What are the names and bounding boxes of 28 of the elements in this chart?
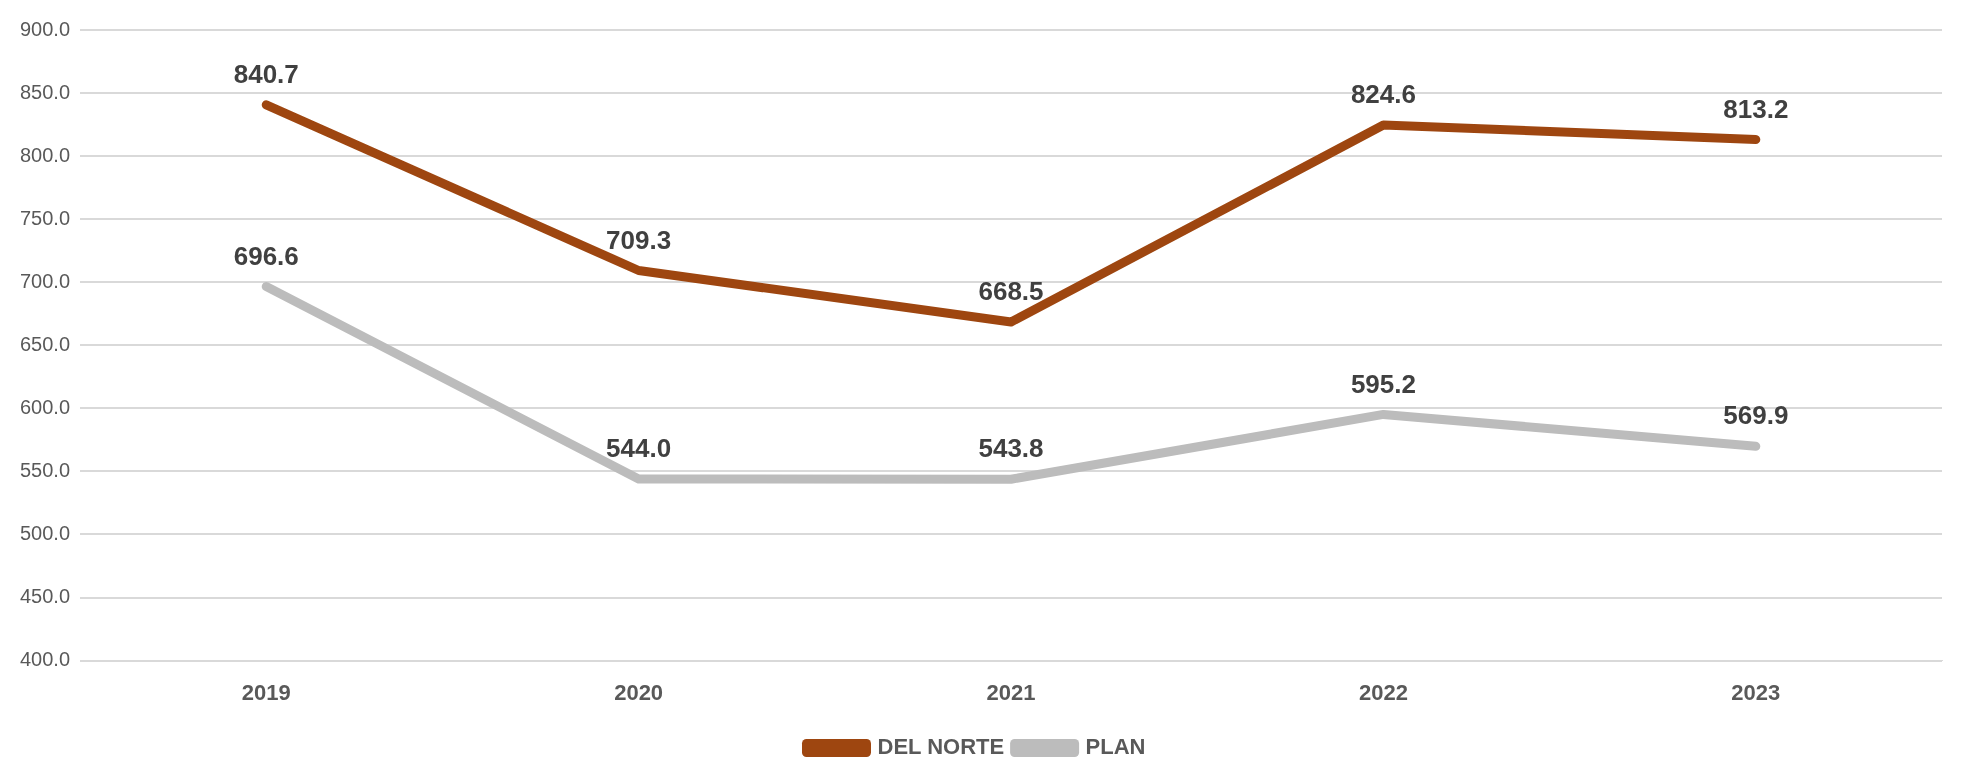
text: 696.6 xyxy=(233,240,299,271)
y-tick-label: 500.0 xyxy=(19,522,71,544)
legend-label: DEL NORTE xyxy=(877,734,1005,760)
text: 543.8 xyxy=(978,433,1044,464)
text: 668.5 xyxy=(978,276,1044,307)
legend-label: PLAN xyxy=(1085,734,1146,760)
x-tick-label: 2022 xyxy=(1358,679,1408,705)
x-tick-label: 2021 xyxy=(986,679,1036,705)
y-tick-label: 400.0 xyxy=(19,648,71,671)
y-tick-label: 700.0 xyxy=(19,269,71,292)
text: 824.6 xyxy=(1350,79,1416,110)
y-tick-label: 900.0 xyxy=(19,17,71,40)
text: 544.0 xyxy=(606,433,672,464)
text: 709.3 xyxy=(606,224,672,255)
x-tick-label: 2023 xyxy=(1731,679,1781,705)
y-tick-label: 450.0 xyxy=(19,585,71,608)
x-tick-label: 2020 xyxy=(614,679,664,705)
y-tick-label: 750.0 xyxy=(19,206,71,229)
text: 840.7 xyxy=(233,58,299,89)
y-tick-label: 650.0 xyxy=(19,332,71,355)
x-tick-label: 2019 xyxy=(241,679,291,705)
text: 813.2 xyxy=(1723,93,1789,124)
y-tick-label: 850.0 xyxy=(19,80,71,103)
text: 569.9 xyxy=(1723,400,1789,431)
y-tick-label: 550.0 xyxy=(19,458,71,481)
y-tick-label: 800.0 xyxy=(19,143,71,166)
y-tick-label: 600.0 xyxy=(19,395,71,418)
text: 595.2 xyxy=(1350,368,1416,399)
